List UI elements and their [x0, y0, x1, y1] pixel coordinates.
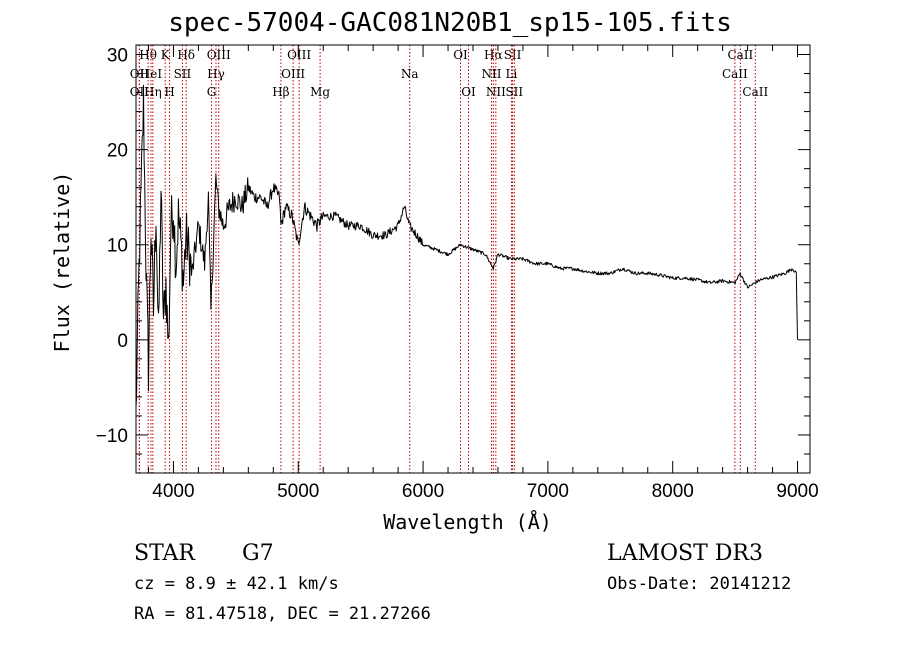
chart-title: spec-57004-GAC081N20B1_sp15-105.fits [168, 8, 732, 38]
line-marker-label: OII [130, 85, 150, 99]
y-tick-label: 30 [107, 46, 128, 67]
spectral-subclass: G7 [242, 541, 274, 566]
line-marker-label: SII [504, 48, 522, 62]
x-axis-label: Wavelength (Å) [383, 510, 552, 534]
line-marker-label: OIII [281, 67, 305, 81]
line-marker-label: SII [505, 85, 523, 99]
x-tick-label: 4000 [152, 481, 194, 502]
line-marker-label: Hη [144, 85, 162, 99]
spectrum-line [135, 84, 798, 408]
line-marker-label: K [161, 48, 171, 62]
plot-frame [135, 44, 811, 474]
x-tick-label: 5000 [277, 481, 319, 502]
line-marker-label: OI [461, 85, 476, 99]
line-marker-label: CaII [722, 67, 748, 81]
line-marker-label: CaII [742, 85, 768, 99]
line-marker-label: Hγ [207, 67, 225, 81]
x-tick-label: 6000 [402, 481, 444, 502]
y-tick-label: 0 [117, 331, 128, 352]
line-marker-label: OIII [207, 48, 231, 62]
x-tick-label: 7000 [527, 481, 569, 502]
redshift-info: cz = 8.9 ± 42.1 km/s [134, 574, 339, 594]
line-marker-label: Hβ [272, 85, 289, 99]
line-marker-label: OI [453, 48, 468, 62]
line-marker-label: Mg [310, 85, 330, 99]
y-axis-label: Flux (relative) [50, 171, 74, 353]
line-marker-label: NII [481, 67, 501, 81]
line-marker-label: CaII [727, 48, 753, 62]
line-marker-label: Hδ [177, 48, 195, 62]
line-marker-label: HeI [140, 67, 163, 81]
line-marker-label: H [164, 85, 174, 99]
y-tick-label: −10 [96, 426, 128, 447]
line-marker-label: G [207, 85, 217, 99]
y-tick-label: 20 [107, 141, 128, 162]
line-marker-label: OIII [287, 48, 311, 62]
line-marker-label: Hθ [139, 48, 157, 62]
object-class: STAR [134, 541, 195, 566]
line-marker-label: Li [506, 67, 518, 81]
y-tick-label: 10 [107, 236, 128, 257]
line-marker-label: NII [486, 85, 506, 99]
observation-date: Obs-Date: 20141212 [607, 574, 792, 594]
line-marker-label: SII [174, 67, 192, 81]
x-tick-label: 8000 [652, 481, 694, 502]
coordinates: RA = 81.47518, DEC = 21.27266 [134, 604, 431, 624]
line-marker-label: Hα [484, 48, 503, 62]
survey-name: LAMOST DR3 [607, 541, 763, 566]
line-marker-label: Na [401, 67, 419, 81]
x-tick-label: 9000 [776, 481, 818, 502]
